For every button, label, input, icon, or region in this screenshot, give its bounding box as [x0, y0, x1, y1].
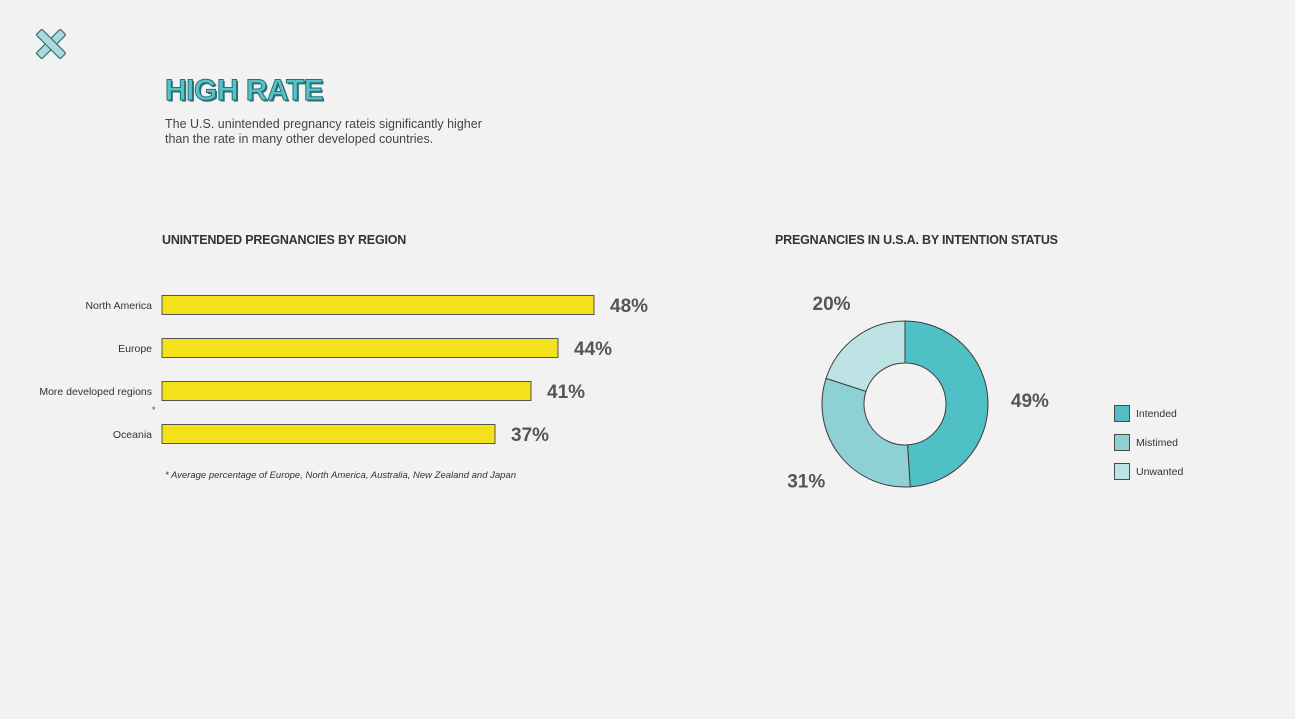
footnote-marker: * — [152, 405, 156, 415]
bar-more-developed-regions — [161, 381, 532, 401]
donut-chart-title: PREGNANCIES IN U.S.A. BY INTENTION STATU… — [775, 233, 1058, 247]
bar-category-label: Oceania — [113, 429, 152, 441]
bar-value-label: 48% — [610, 296, 648, 317]
bar-category-label: North America — [85, 300, 152, 312]
bar-chart-title: UNINTENDED PREGNANCIES BY REGION — [162, 233, 407, 247]
bar-oceania — [161, 424, 496, 444]
legend-label-intended: Intended — [1136, 407, 1177, 420]
legend-item: Mistimed — [1114, 433, 1183, 452]
bar-category-label: More developed regions — [39, 386, 152, 398]
bar-europe — [161, 338, 559, 358]
donut-slice-mistimed — [821, 377, 911, 488]
bar-value-label: 37% — [511, 425, 549, 446]
legend-label-unwanted: Unwanted — [1136, 465, 1184, 478]
legend-swatch-intended — [1114, 405, 1130, 422]
legend-swatch-mistimed — [1114, 434, 1130, 451]
close-button[interactable] — [33, 26, 69, 62]
footnote: * Average percentage of Europe, North Am… — [165, 470, 516, 481]
bar-chart: North America 48% Europe 44% More developed … — [39, 295, 648, 446]
legend-swatch-unwanted — [1114, 463, 1130, 480]
donut-slice-intended — [904, 320, 989, 488]
legend-item: Intended — [1114, 404, 1183, 423]
page-title: HIGH RATE — [164, 74, 324, 108]
donut-chart: 49% 31% 20% — [787, 294, 1049, 493]
donut-value-label: 20% — [813, 294, 851, 315]
page-subtitle: The U.S. unintended pregnancy rateis sig… — [165, 117, 482, 146]
donut-value-label: 31% — [787, 472, 825, 493]
legend-label-mistimed: Mistimed — [1136, 436, 1179, 449]
bar-value-label: 41% — [547, 382, 585, 403]
bar-category-label: Europe — [118, 343, 152, 355]
close-icon — [35, 28, 67, 60]
bar-value-label: 44% — [574, 339, 612, 360]
donut-slice-unwanted — [825, 320, 906, 392]
donut-legend: Intended Mistimed Unwanted — [1114, 404, 1183, 491]
donut-value-label: 49% — [1011, 391, 1049, 412]
bar-north-america — [161, 295, 595, 315]
legend-item: Unwanted — [1114, 462, 1183, 481]
